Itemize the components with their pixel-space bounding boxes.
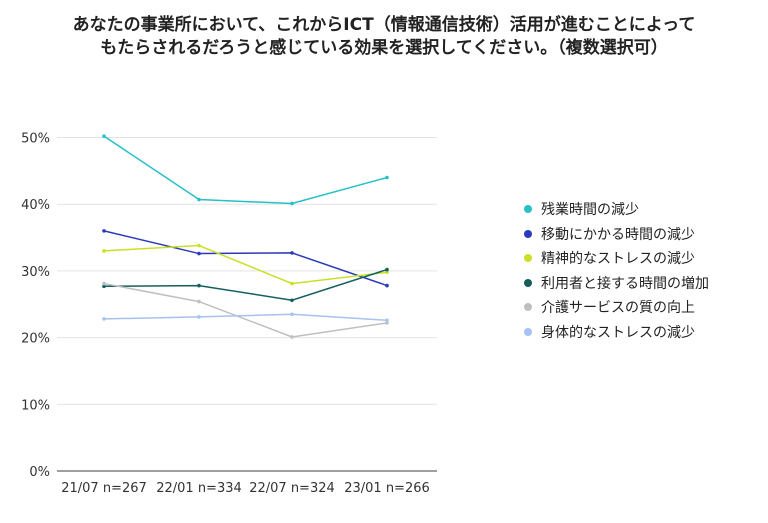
data-point	[102, 317, 106, 321]
y-tick-label: 30%	[21, 265, 50, 280]
x-tick-label: 22/07 n=324	[249, 481, 335, 496]
legend-label: 残業時間の減少	[541, 202, 639, 219]
data-point	[290, 281, 294, 286]
legend-label: 利用者と接する時間の増加	[541, 275, 709, 292]
data-point	[290, 201, 294, 206]
series-line	[103, 230, 388, 287]
y-tick-label: 20%	[21, 332, 50, 347]
data-point	[385, 175, 389, 180]
legend-label: 介護サービスの質の向上	[541, 300, 695, 317]
legend-dot-icon	[524, 278, 532, 287]
data-point	[290, 298, 294, 303]
legend-item: 身体的なストレスの減少	[524, 320, 709, 345]
series-line	[103, 268, 388, 302]
legend-label: 身体的なストレスの減少	[541, 324, 695, 341]
legend-dot-icon	[524, 205, 532, 214]
data-point	[290, 251, 294, 255]
chart-legend: 残業時間の減少移動にかかる時間の減少 精神的なストレスの減少 利用者と接する時間の増…	[524, 197, 709, 344]
legend-item: 精神的なストレスの減少	[524, 246, 709, 271]
data-point	[290, 335, 294, 339]
data-point	[385, 267, 389, 272]
data-point	[385, 270, 389, 275]
y-tick-label: 10%	[21, 398, 50, 413]
data-point	[102, 281, 106, 286]
x-tick-label: 23/01 n=266	[344, 481, 430, 496]
legend-dot-icon	[524, 303, 532, 312]
legend-item: 移動にかかる時間の減少	[524, 222, 709, 247]
y-tick-label: 0%	[29, 465, 50, 480]
legend-item: 介護サービスの質の向上	[524, 295, 709, 320]
legend-dot-icon	[524, 327, 532, 336]
data-point	[197, 283, 201, 288]
data-point	[385, 283, 389, 288]
data-point	[197, 243, 201, 248]
chart-title-line-2: もたらされるだろうと感じている効果を選択してください。（複数選択可）	[100, 38, 668, 58]
data-point	[385, 321, 389, 325]
x-tick-label: 21/07 n=267	[61, 481, 147, 496]
data-point	[290, 312, 294, 317]
chart-title: あなたの事業所において、これからICT（情報通信技術）活用が進むことによって も…	[0, 14, 768, 60]
data-point	[102, 284, 106, 289]
data-point	[197, 315, 201, 319]
legend-label: 精神的なストレスの減少	[541, 251, 695, 268]
series-line	[103, 282, 388, 338]
series-line	[103, 135, 388, 205]
y-tick-label: 40%	[21, 198, 50, 213]
legend-label: 移動にかかる時間の減少	[541, 226, 695, 243]
data-point	[197, 251, 201, 256]
chart-title-line-1: あなたの事業所において、これからICT（情報通信技術）活用が進むことによって	[72, 15, 696, 35]
data-point	[102, 229, 106, 233]
series-line	[103, 244, 388, 285]
data-point	[385, 318, 389, 323]
legend-dot-icon	[524, 229, 532, 238]
x-tick-label: 22/01 n=334	[156, 481, 242, 496]
legend-dot-icon	[524, 254, 532, 263]
legend-item: 利用者と接する時間の増加	[524, 271, 709, 296]
data-point	[197, 197, 201, 202]
y-tick-label: 50%	[21, 132, 50, 147]
data-point	[197, 299, 201, 304]
data-point	[102, 134, 106, 138]
series-line	[103, 313, 388, 322]
legend-item: 残業時間の減少	[524, 197, 709, 222]
data-point	[102, 249, 106, 253]
